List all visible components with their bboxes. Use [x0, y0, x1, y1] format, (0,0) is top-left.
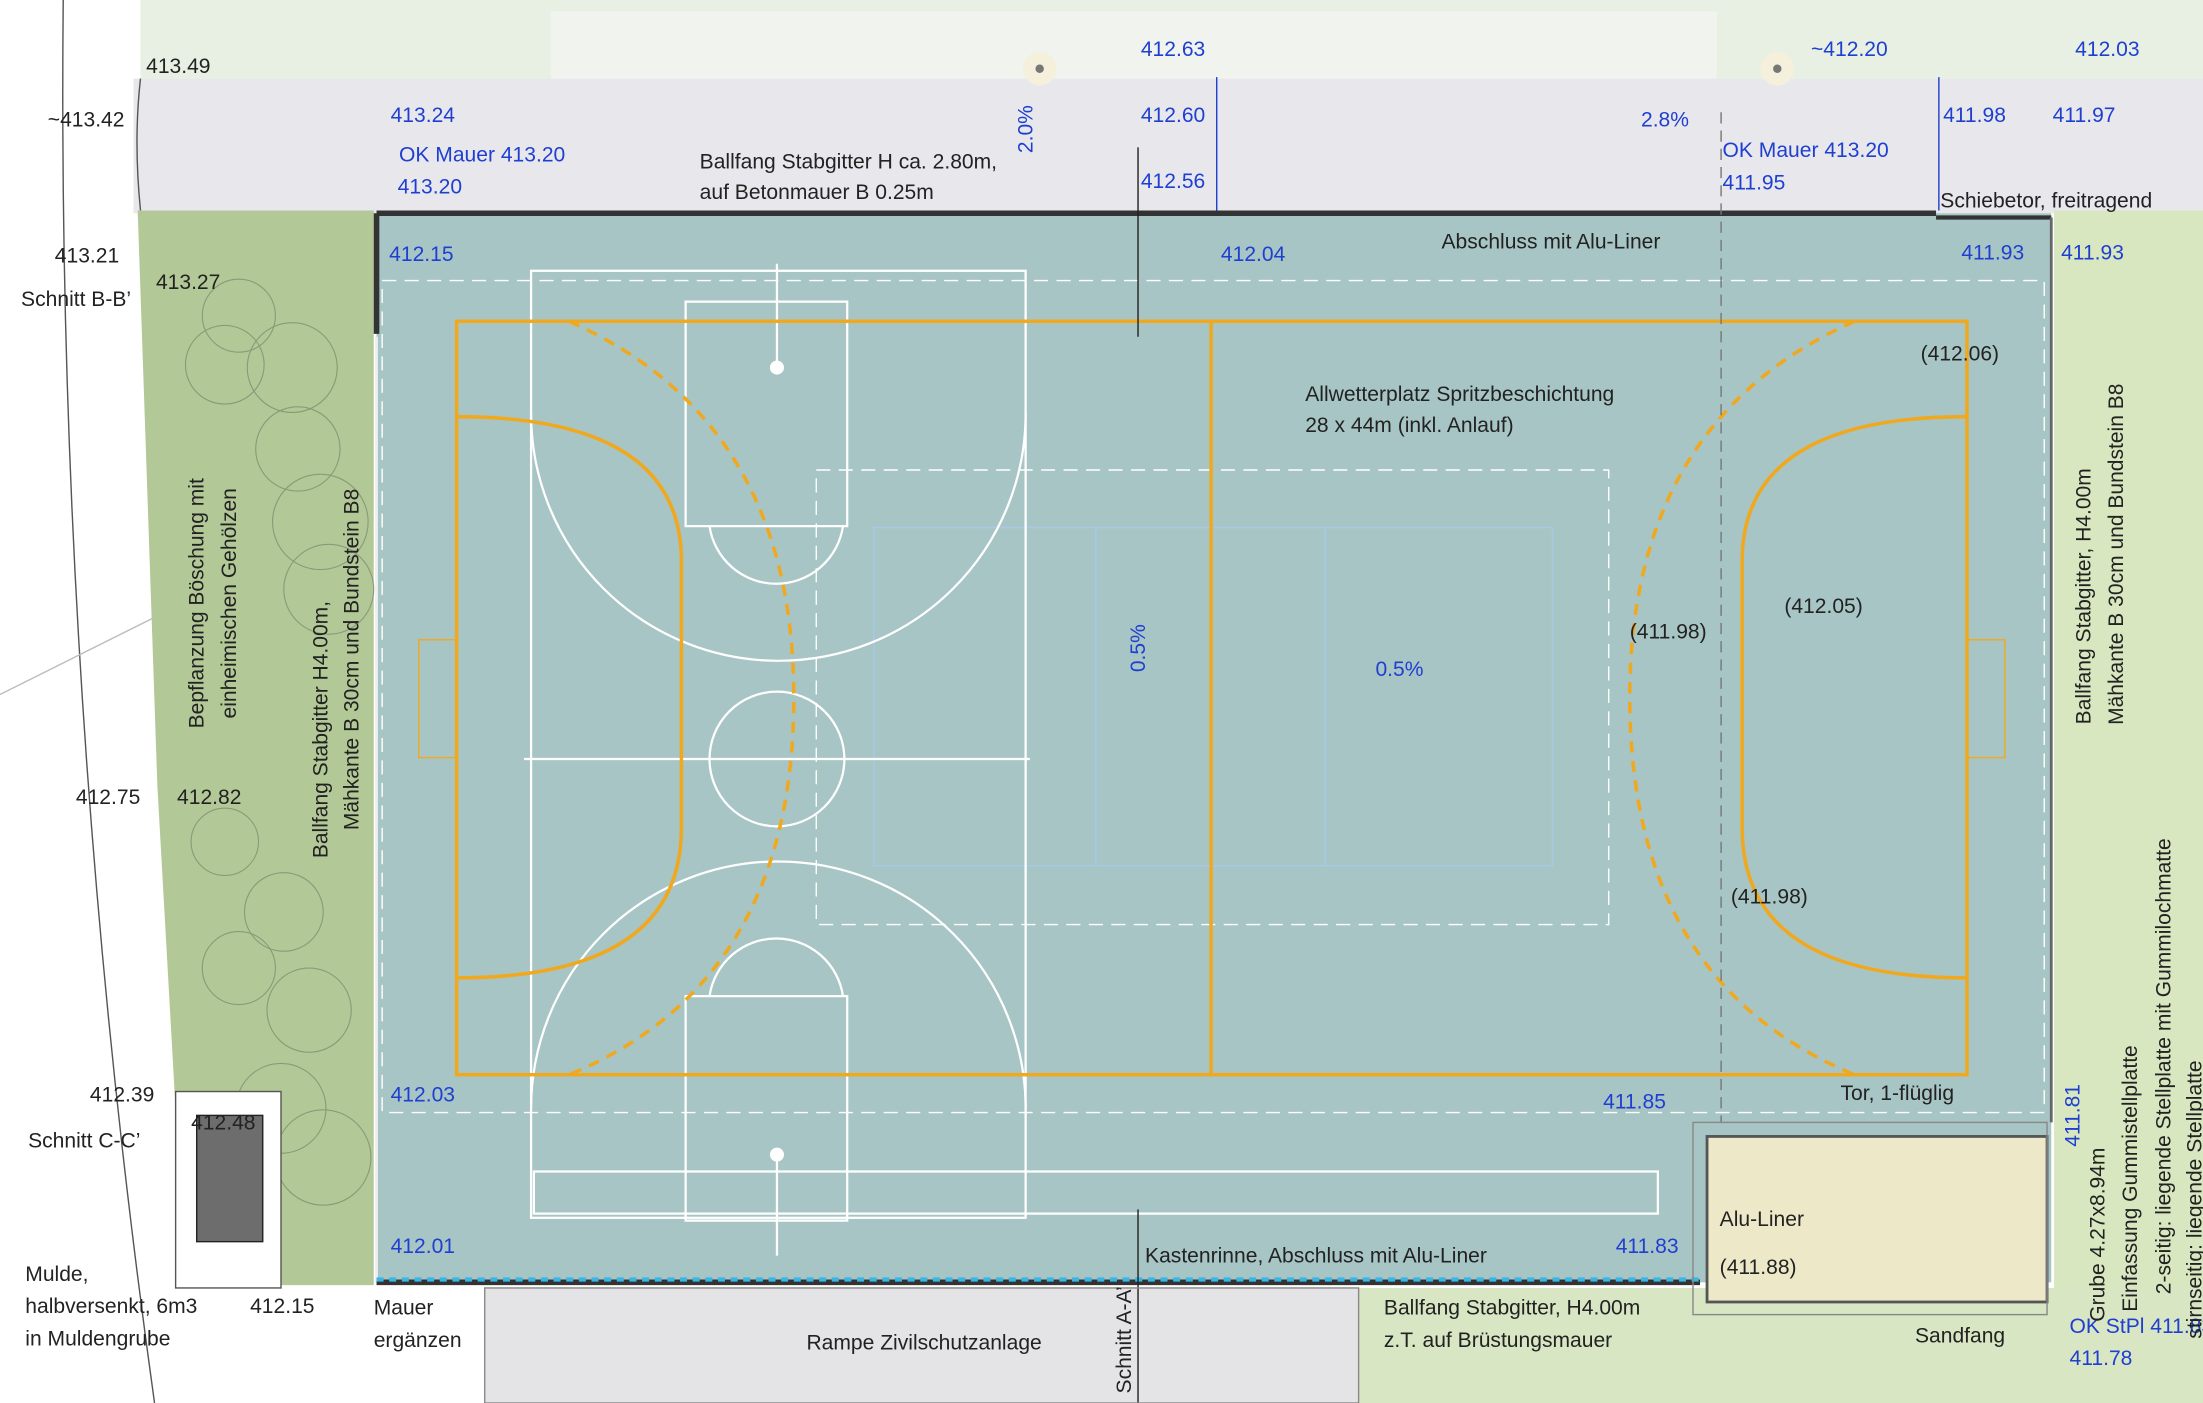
label: 412.56 — [1141, 170, 1205, 193]
label: 411.81 — [2061, 1084, 2084, 1147]
label: 412.63 — [1141, 38, 1205, 61]
label: Ballfang Stabgitter H ca. 2.80m, — [700, 150, 997, 173]
label: Mulde, — [25, 1263, 88, 1286]
label: Bepflanzung Böschung mit — [186, 478, 209, 728]
label: Ballfang Stabgitter H4.00m, — [309, 601, 332, 858]
label: 413.24 — [391, 104, 456, 127]
label: 411.85 — [1603, 1090, 1666, 1113]
label: Schnitt B-B’ — [21, 288, 131, 311]
label: 2-seitig: liegende Stellplatte mit Gummi… — [2153, 838, 2176, 1294]
label: (411.88) — [1720, 1256, 1797, 1279]
label: ~412.20 — [1811, 38, 1888, 61]
label: 411.93 — [1961, 242, 2024, 265]
label: z.T. auf Brüstungsmauer — [1384, 1329, 1612, 1352]
label: Grube 4.27x8.94m — [2087, 1148, 2110, 1322]
label: einheimischen Gehölzen — [218, 488, 241, 718]
label: 2.0% — [1015, 105, 1038, 153]
label: stirnseitig: liegende Stellplatte — [2184, 1060, 2203, 1338]
label: 412.03 — [391, 1083, 455, 1106]
label: 412.15 — [250, 1295, 314, 1318]
label: Mähkante B 30cm und Bundstein B8 — [340, 489, 363, 830]
label: 2.8% — [1641, 108, 1689, 131]
label: 413.20 — [398, 176, 462, 199]
label: in Muldengrube — [25, 1327, 170, 1350]
label: Ballfang Stabgitter, H4.00m — [2073, 468, 2096, 724]
label: Alu-Liner — [1720, 1208, 1804, 1231]
label: 413.49 — [146, 55, 210, 78]
label: Mauer — [374, 1297, 434, 1320]
label: 411.95 — [1722, 171, 1785, 194]
label: Mähkante B 30cm und Bundstein B8 — [2105, 383, 2128, 724]
label: 411.98 — [1943, 104, 2006, 127]
label: Tor, 1-flüglig — [1841, 1082, 1955, 1105]
label: halbversenkt, 6m3 — [25, 1295, 197, 1318]
label: 412.03 — [2075, 38, 2139, 61]
label: ~413.42 — [48, 108, 125, 131]
label: 413.27 — [156, 271, 220, 294]
label: Ballfang Stabgitter, H4.00m — [1384, 1297, 1640, 1320]
label: 412.39 — [90, 1083, 154, 1106]
label: Rampe Zivilschutzanlage — [806, 1332, 1041, 1355]
label: 413.21 — [55, 244, 119, 267]
label: Schiebetor, freitragend — [1940, 190, 2152, 213]
label: 28 x 44m (inkl. Anlauf) — [1305, 414, 1513, 437]
label: 0.5% — [1375, 658, 1423, 681]
label: Allwetterplatz Spritzbeschichtung — [1305, 383, 1614, 406]
label: 412.04 — [1221, 243, 1286, 266]
label: OK StPl 411.83 — [2070, 1315, 2203, 1338]
label: 412.01 — [391, 1235, 455, 1258]
label: OK Mauer 413.20 — [399, 143, 565, 166]
structures — [174, 1090, 2049, 1403]
label: Schnitt A-A’ — [1113, 1286, 1136, 1393]
label: 0.5% — [1127, 624, 1150, 672]
label: 412.75 — [76, 786, 140, 809]
label: 411.83 — [1616, 1235, 1679, 1258]
labels: 413.49 ~413.42 412.63 ~412.20 412.03 413… — [21, 38, 2203, 1393]
label: 412.82 — [177, 786, 241, 809]
label: 411.78 — [2070, 1347, 2133, 1370]
label: ergänzen — [374, 1329, 462, 1352]
label: (411.98) — [1630, 620, 1707, 643]
label: (412.05) — [1784, 595, 1862, 618]
label: 411.93 — [2061, 242, 2124, 265]
label: OK Mauer 413.20 — [1722, 139, 1888, 162]
label: 412.48 — [191, 1111, 255, 1134]
court — [373, 77, 2053, 1403]
label: Abschluss mit Alu-Liner — [1442, 230, 1661, 253]
label: Schnitt C-C’ — [28, 1130, 140, 1153]
label: Kastenrinne, Abschluss mit Alu-Liner — [1145, 1245, 1487, 1268]
label: Sandfang — [1915, 1325, 2005, 1348]
label: (412.06) — [1921, 343, 1999, 366]
label: 412.15 — [389, 243, 453, 266]
label: Einfassung Gummistellplatte — [2119, 1045, 2142, 1312]
label: (411.98) — [1731, 886, 1808, 909]
label: auf Betonmauer B 0.25m — [700, 181, 934, 204]
label: 412.60 — [1141, 104, 1205, 127]
label: 411.97 — [2053, 104, 2116, 127]
